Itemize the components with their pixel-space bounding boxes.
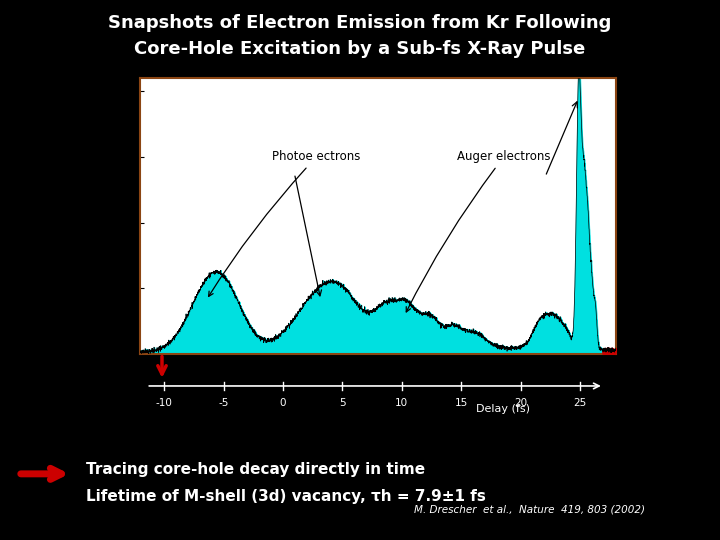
Text: Snapshots of Electron Emission from Kr Following: Snapshots of Electron Emission from Kr F… — [108, 14, 612, 31]
Text: 10: 10 — [395, 398, 408, 408]
Text: M. Drescher  et al.,  Nature  419, 803 (2002): M. Drescher et al., Nature 419, 803 (200… — [414, 505, 645, 515]
Text: 5: 5 — [339, 398, 346, 408]
X-axis label: Energy (eV): Energy (eV) — [343, 373, 413, 386]
Y-axis label: Counts (arb. u.): Counts (arb. u.) — [90, 170, 103, 262]
Text: 20: 20 — [514, 398, 527, 408]
Text: -10: -10 — [156, 398, 173, 408]
Text: Core-Hole Excitation by a Sub-fs X-Ray Pulse: Core-Hole Excitation by a Sub-fs X-Ray P… — [135, 40, 585, 58]
Text: Tracing core-hole decay directly in time: Tracing core-hole decay directly in time — [86, 462, 426, 477]
Text: Lifetime of M-shell (3d) vacancy, τh = 7.9±1 fs: Lifetime of M-shell (3d) vacancy, τh = 7… — [86, 489, 486, 504]
Text: 0: 0 — [279, 398, 287, 408]
Text: -5: -5 — [218, 398, 229, 408]
Text: Auger electrons: Auger electrons — [406, 150, 551, 312]
Text: 15: 15 — [454, 398, 468, 408]
Text: Photoe ectrons: Photoe ectrons — [209, 150, 361, 296]
Text: Delay (fs): Delay (fs) — [476, 404, 530, 414]
Text: 25: 25 — [573, 398, 587, 408]
